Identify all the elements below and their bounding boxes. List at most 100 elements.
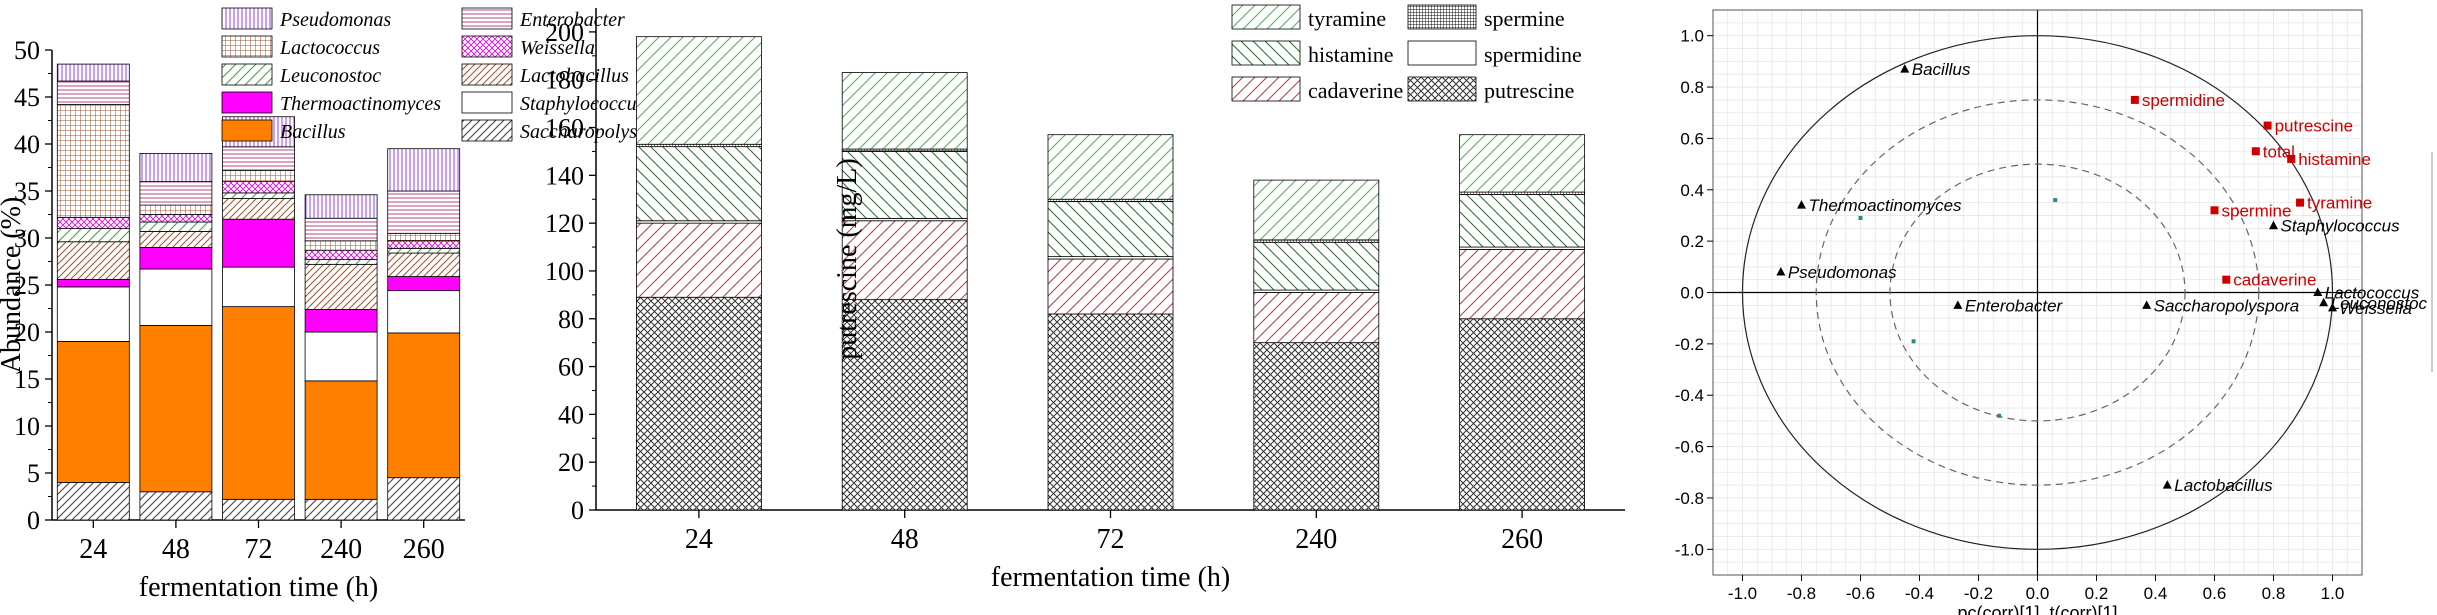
y-tick-label: 35 <box>14 177 40 206</box>
point-marker <box>2319 297 2329 307</box>
y-axis-label: Abundance (%) <box>0 197 27 373</box>
x-tick-label: 0.0 <box>2026 584 2050 603</box>
bar-segment <box>304 249 378 261</box>
bar-segment <box>387 290 461 334</box>
bar-segment <box>222 498 295 521</box>
y-tick-label: 0.0 <box>1680 284 1704 303</box>
bar-segment <box>1253 292 1380 344</box>
legend-label: cadaverine <box>1308 78 1403 103</box>
point-label: Leuconostoc <box>2331 294 2428 313</box>
bar-segment <box>1459 318 1585 511</box>
y-tick-label: 0.6 <box>1680 129 1704 148</box>
x-tick-label: 1.0 <box>2321 584 2345 603</box>
point-label: spermidine <box>2142 91 2225 110</box>
bar-segment <box>222 218 295 268</box>
legend-swatch <box>461 91 513 114</box>
bar-segment <box>304 194 378 219</box>
x-tick-label: 260 <box>403 534 445 565</box>
point-label: cadaverine <box>2233 271 2316 290</box>
bar-segment <box>387 190 461 234</box>
bar-segment <box>304 263 378 310</box>
y-tick-label: 0.8 <box>1680 78 1704 97</box>
legend-swatch <box>1231 40 1301 66</box>
point-marker <box>2263 121 2272 130</box>
y-tick-label: 140 <box>545 161 584 190</box>
legend-swatch <box>1407 76 1477 102</box>
bar-segment <box>387 477 461 521</box>
y-axis-label: putrescine (mg/L) <box>832 158 863 359</box>
point-label: Lactobacillus <box>2174 476 2273 495</box>
legend-swatch <box>221 35 273 58</box>
point-label: Saccharopolyspora <box>2154 296 2300 315</box>
y-tick-label: 25 <box>14 271 40 300</box>
y-tick-label: 1.0 <box>1680 27 1704 46</box>
x-tick-label: -0.2 <box>1964 584 1993 603</box>
point-marker <box>1997 413 2002 418</box>
bar-segment <box>56 63 130 82</box>
bar-segment <box>1047 258 1174 315</box>
x-tick-label: 24 <box>685 524 713 555</box>
bar-segment <box>304 498 378 521</box>
bar-segment <box>387 232 461 242</box>
bar-segment <box>1253 342 1380 511</box>
y-tick-label: 30 <box>14 224 40 253</box>
loadings-chart: -1.0 -0.8 -0.6 -0.4 -0.2 0.0 0.2 0.4 0.6 0.8 1.0 -1… <box>1675 9 2433 615</box>
x-tick-label: 0.6 <box>2203 584 2227 603</box>
y-tick-label: -0.2 <box>1675 335 1704 354</box>
x-tick-label: 240 <box>320 534 362 565</box>
y-tick-label: -0.8 <box>1675 489 1704 508</box>
point-label: Lactococcus <box>2325 284 2420 303</box>
y-tick-label: 20 <box>558 448 584 477</box>
bar-segment <box>139 204 213 215</box>
point-marker <box>2251 147 2260 156</box>
legend-swatch <box>461 35 513 58</box>
bar-segment <box>222 192 295 199</box>
point-label: Enterobacter <box>1965 296 2064 315</box>
legend-swatch <box>1231 4 1301 30</box>
bar-segment <box>841 72 968 150</box>
legend-label: Weissella <box>520 37 595 59</box>
x-tick-label: -0.4 <box>1905 584 1934 603</box>
bar-segment <box>139 214 213 223</box>
y-tick-label: 160 <box>545 114 584 143</box>
y-tick-label: 45 <box>14 83 40 112</box>
bar-segment <box>222 198 295 220</box>
bar-segment <box>387 148 461 192</box>
x-tick-label: 48 <box>891 524 919 555</box>
bar-segment <box>139 325 213 493</box>
bar-segment <box>304 309 378 333</box>
bar-segment <box>139 221 213 232</box>
point-marker <box>2162 480 2172 489</box>
point-label: Bacillus <box>1912 60 1971 79</box>
y-tick-label: 0.4 <box>1680 181 1704 200</box>
bar-segment <box>56 278 130 288</box>
point-marker <box>1911 339 1916 344</box>
bar-segment <box>387 332 461 479</box>
y-tick-label: 10 <box>14 412 40 441</box>
x-axis-label: fermentation time (h) <box>139 572 378 603</box>
point-label: histamine <box>2298 150 2371 169</box>
bar-segment <box>222 146 295 171</box>
bar-segment <box>1459 194 1585 248</box>
legend-label: tyramine <box>1308 6 1386 31</box>
bar-segment <box>222 266 295 308</box>
x-tick-label: -0.8 <box>1787 584 1816 603</box>
point-marker <box>1776 266 1786 276</box>
legend-label: Pseudomonas <box>279 9 391 31</box>
point-label: Pseudomonas <box>1788 263 1897 282</box>
bar-segment <box>841 220 968 301</box>
bar-segment <box>56 481 130 521</box>
point-label: tyramine <box>2307 194 2372 213</box>
point-marker <box>2142 300 2152 309</box>
x-tick-label: 48 <box>162 534 190 565</box>
x-tick-label: 260 <box>1501 524 1543 555</box>
y-tick-label: 15 <box>14 365 40 394</box>
y-tick-label: 20 <box>14 318 40 347</box>
bar-segment <box>304 380 378 500</box>
point-marker <box>2269 220 2278 230</box>
point-label: putrescine <box>2275 117 2353 136</box>
bar-segment <box>387 252 461 277</box>
correlation-circle <box>1741 35 2334 550</box>
point-marker <box>2053 198 2058 203</box>
x-tick-label: -0.6 <box>1846 584 1875 603</box>
